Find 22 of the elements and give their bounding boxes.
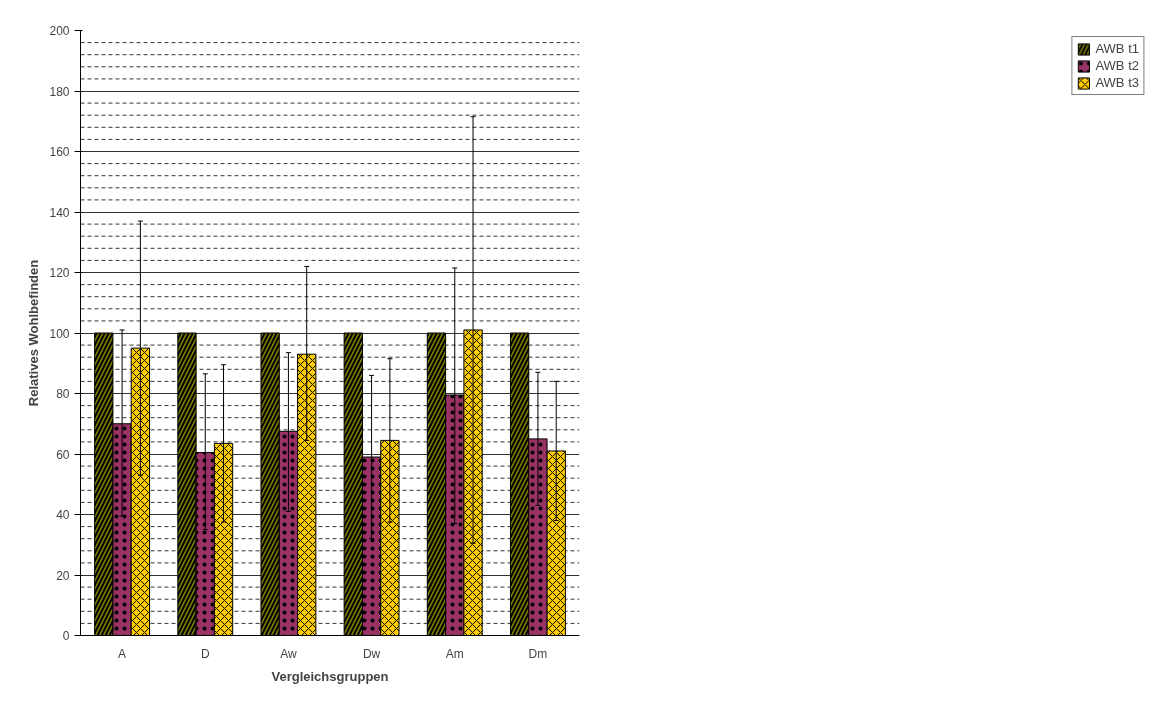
legend-label: AWB t1 — [1095, 41, 1139, 56]
y-tick-label: 40 — [56, 508, 70, 522]
legend-label: AWB t2 — [1095, 58, 1139, 73]
y-tick-label: 80 — [56, 387, 70, 401]
x-tick-label: A — [118, 646, 127, 661]
x-tick-label: D — [200, 646, 210, 661]
y-tick-label: 60 — [56, 447, 70, 462]
legend-label: AWB t3 — [1095, 75, 1139, 90]
y-tick-label: 200 — [49, 24, 70, 38]
y-tick-label: 180 — [49, 84, 70, 99]
y-tick-label: 160 — [49, 145, 70, 159]
x-tick-label: Dm — [528, 646, 548, 661]
x-axis-title: Vergleichsgruppen — [271, 668, 389, 684]
y-tick-label: 140 — [49, 205, 70, 220]
y-axis-title: Relatives Wohlbefinden — [26, 259, 42, 407]
x-tick-label: Aw — [280, 646, 297, 661]
x-tick-label: Dw — [362, 646, 381, 661]
x-tick-label: Am — [445, 646, 464, 661]
y-tick-label: 20 — [56, 568, 70, 583]
y-tick-label: 100 — [49, 326, 70, 341]
y-tick-label: 120 — [49, 266, 70, 280]
y-tick-label: 0 — [62, 629, 70, 643]
